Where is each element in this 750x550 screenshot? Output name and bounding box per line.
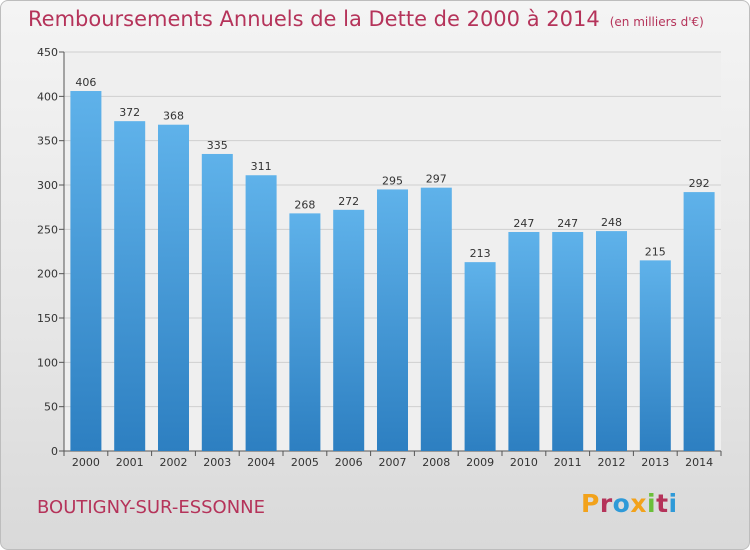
logo-letter: t — [656, 489, 669, 518]
bar-2001 — [114, 121, 146, 451]
bars — [70, 91, 715, 452]
chart-title-text: Remboursements Annuels de la Dette de 20… — [28, 7, 600, 31]
x-tick-label-2004: 2004 — [247, 456, 275, 469]
x-tick-label-2010: 2010 — [510, 456, 538, 469]
bar-2008 — [420, 187, 452, 451]
logo-letter: i — [647, 489, 657, 518]
x-tick-label-2008: 2008 — [422, 456, 450, 469]
x-tick-label-2013: 2013 — [641, 456, 669, 469]
y-tick-label: 400 — [37, 90, 58, 103]
logo-letter: r — [599, 489, 613, 518]
bar-2006 — [333, 209, 365, 451]
value-label-2012: 248 — [601, 216, 622, 229]
bar-2014 — [683, 192, 715, 452]
y-tick-label: 300 — [37, 179, 58, 192]
value-label-2013: 215 — [645, 245, 666, 258]
bar-2002 — [158, 124, 189, 451]
bar-chart: 0 50 100 150 200 250 300 350 400 450 2000 2001 2002 2… — [37, 46, 722, 469]
bar-2013 — [639, 260, 671, 451]
bar-2004 — [245, 175, 277, 451]
bar-2007 — [377, 189, 408, 451]
y-tick-label: 450 — [37, 46, 58, 59]
value-label-2011: 247 — [557, 217, 578, 230]
y-tick-label: 150 — [37, 312, 58, 325]
value-label-2009: 213 — [470, 247, 491, 260]
y-tick-label: 200 — [37, 268, 58, 281]
y-tick-label: 350 — [37, 135, 58, 148]
x-tick-label-2001: 2001 — [116, 456, 144, 469]
x-tick-label-2000: 2000 — [72, 456, 100, 469]
y-tick-label: 0 — [51, 445, 58, 458]
value-labels: 406 372 368 335 311 268 272 295 297 213 247 247 248 2… — [75, 76, 709, 260]
x-tick-label-2009: 2009 — [466, 456, 494, 469]
value-label-2002: 368 — [163, 110, 184, 123]
x-tick-label-2002: 2002 — [160, 456, 188, 469]
bar-2011 — [552, 231, 584, 451]
logo-letter: P — [581, 489, 600, 518]
x-tick-label-2012: 2012 — [598, 456, 626, 469]
value-label-2004: 311 — [251, 160, 272, 173]
x-tick-label-2005: 2005 — [291, 456, 319, 469]
y-tick-label: 100 — [37, 356, 58, 369]
bar-2003 — [201, 153, 233, 451]
value-label-2010: 247 — [513, 217, 534, 230]
x-tick-label-2014: 2014 — [685, 456, 713, 469]
chart-title: Remboursements Annuels de la Dette de 20… — [28, 7, 704, 31]
x-tick-label-2003: 2003 — [203, 456, 231, 469]
x-tick-label-2011: 2011 — [554, 456, 582, 469]
bar-2005 — [289, 213, 321, 451]
value-label-2003: 335 — [207, 139, 228, 152]
bar-2009 — [464, 262, 496, 451]
bar-2010 — [508, 231, 540, 451]
bar-2000 — [70, 91, 102, 451]
x-tick-label-2006: 2006 — [335, 456, 363, 469]
logo-letter: o — [612, 489, 631, 518]
value-label-2005: 268 — [294, 198, 315, 211]
value-label-2014: 292 — [689, 177, 710, 190]
value-label-2000: 406 — [75, 76, 96, 89]
value-label-2007: 295 — [382, 174, 403, 187]
y-tick-label: 50 — [44, 401, 58, 414]
city-name: BOUTIGNY-SUR-ESSONNE — [37, 497, 266, 518]
unit-note: (en milliers d'€) — [609, 15, 704, 29]
value-label-2006: 272 — [338, 195, 359, 208]
proxiti-logo: Proxiti — [581, 489, 678, 518]
logo-letter: i — [668, 489, 678, 518]
value-label-2008: 297 — [426, 173, 447, 186]
value-label-2001: 372 — [119, 106, 140, 119]
bar-2012 — [596, 231, 627, 451]
y-tick-label: 250 — [37, 223, 58, 236]
logo-letter: x — [630, 489, 647, 518]
x-tick-label-2007: 2007 — [379, 456, 407, 469]
